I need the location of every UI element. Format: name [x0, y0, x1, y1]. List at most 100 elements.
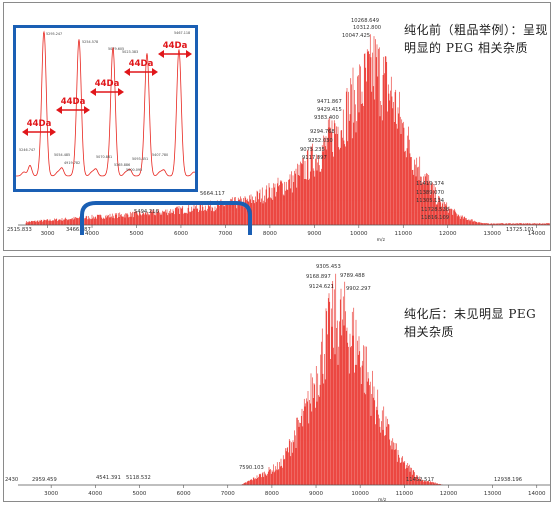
x-tick-label: 5000	[129, 231, 143, 237]
mass-shift-label: 44Da	[129, 59, 154, 69]
arrow-head-left	[158, 50, 164, 58]
peak-label: 10047.425	[342, 33, 370, 39]
x-tick-label: 11000	[395, 231, 413, 237]
peak-label: 9168.897	[306, 274, 331, 280]
x-tick-label: 6000	[177, 491, 191, 497]
inset-peak-label: 5054.485	[54, 153, 70, 157]
x-tick-label: 4000	[88, 491, 102, 497]
peak-label: 11305.134	[416, 198, 445, 204]
arrow-head-left	[124, 68, 130, 76]
mass-shift-label: 44Da	[61, 97, 86, 107]
top-spectrum-panel: 3000 4000 5000 6000 7000 8000 9000 10000 11000 12…	[3, 2, 551, 251]
arrow-head-right	[84, 106, 90, 114]
inset-zoom-frame: 5295.247 5254.578 5079.605 5023.383 5467.118…	[13, 25, 198, 192]
x-tick-label: 10000	[350, 231, 368, 237]
arrow-head-right	[50, 128, 56, 136]
peak-label: 9252.030	[308, 138, 333, 144]
x-tick-label: 3000	[41, 231, 55, 237]
x-tick-label: 7000	[221, 491, 235, 497]
peak-label: 9075.235	[300, 147, 325, 153]
mass-shift-arrow	[90, 88, 124, 96]
x-tick-label: 7000	[218, 231, 232, 237]
arrow-head-left	[90, 88, 96, 96]
peak-label: 9902.297	[346, 286, 371, 292]
x-tick-label: 12000	[440, 491, 458, 497]
peak-label: 7590.103	[239, 465, 264, 471]
x-tick-label: 8000	[265, 491, 279, 497]
x-tick-label: 14000	[528, 231, 546, 237]
peak-label: 10312.800	[353, 25, 381, 31]
peak-label: 11728.538	[421, 207, 449, 213]
peak-label: 11816.109	[421, 215, 449, 221]
x-tick-label: 8000	[263, 231, 277, 237]
inset-peak-label: 5000.095	[126, 168, 142, 172]
peak-label: 5664.117	[200, 191, 225, 197]
x-tick-label: 13000	[484, 491, 502, 497]
bottom-spectrum-chart: 3000 4000 5000 6000 7000 8000 9000 10000 11000 12…	[5, 264, 550, 501]
inset-peak-label: 5295.247	[46, 32, 62, 36]
x-tick-label: 10000	[351, 491, 369, 497]
peak-label: 9124.621	[309, 284, 334, 290]
peak-label: 5494.216	[134, 209, 159, 215]
inset-spectrum-trace	[16, 30, 195, 177]
inset-peak-label: 5070.861	[96, 155, 112, 159]
peak-label: 2515.833	[7, 227, 32, 233]
mass-shift-label: 44Da	[95, 79, 120, 89]
inset-peak-label: 5365.886	[114, 163, 130, 167]
x-tick-label: 13000	[483, 231, 501, 237]
mass-shift-arrow	[56, 106, 90, 114]
x-tick-label: 9000	[307, 231, 321, 237]
peak-label: 9117.897	[302, 155, 327, 161]
arrow-head-left	[56, 106, 62, 114]
arrow-head-right	[118, 88, 124, 96]
x-tick-label: 6000	[174, 231, 188, 237]
inset-peak-label: 5093.451	[132, 157, 148, 161]
peak-label: 9429.415	[317, 107, 342, 113]
peak-label: 2430	[5, 477, 18, 483]
peak-label: 11432.517	[406, 477, 434, 483]
mass-shift-arrow	[22, 128, 56, 136]
x-tick-label: 11000	[396, 491, 414, 497]
inset-peak-label: 5079.605	[108, 47, 124, 51]
peak-label: 10268.649	[351, 18, 379, 24]
peak-label: 9789.488	[340, 273, 365, 279]
inset-peak-label: 5023.383	[122, 50, 138, 54]
top-annotation-text: 纯化前（粗品举例）：呈现明显的 PEG 相关杂质	[404, 23, 549, 55]
peak-label: 2959.459	[32, 477, 57, 483]
peak-label: 11389.070	[416, 190, 444, 196]
x-tick-label: 4000	[85, 231, 99, 237]
peak-label: 5118.532	[126, 475, 151, 481]
peak-label: 3466.587	[66, 227, 91, 233]
top-spectrum-chart: 3000 4000 5000 6000 7000 8000 9000 10000 11000 12…	[7, 18, 550, 243]
peak-label: 9294.768	[310, 129, 335, 135]
x-tick-label: 3000	[44, 491, 58, 497]
inset-peak-label: 5467.118	[174, 31, 190, 35]
peak-label: 13725.101	[506, 227, 534, 233]
x-tick-label: 12000	[439, 231, 457, 237]
peak-label: 9383.400	[314, 115, 339, 121]
bottom-spectrum-panel: 3000 4000 5000 6000 7000 8000 9000 10000 11000 12…	[3, 256, 551, 502]
inset-peak-label: 5254.578	[82, 40, 98, 44]
peak-label: 12938.196	[494, 477, 522, 483]
mass-shift-label: 44Da	[163, 41, 188, 51]
arrow-head-right	[186, 50, 192, 58]
arrow-head-right	[152, 68, 158, 76]
mass-shift-arrow	[124, 68, 158, 76]
mass-shift-label: 44Da	[27, 119, 52, 129]
bottom-annotation-text: 纯化后：未见明显 PEG 相关杂质	[404, 307, 537, 339]
mass-shift-arrow	[158, 50, 192, 58]
x-tick-label: 14000	[528, 491, 546, 497]
peak-label: 11419.374	[416, 181, 445, 187]
peak-label: 9471.867	[317, 99, 342, 105]
zoom-bracket	[80, 201, 252, 235]
peak-label: 9305.453	[316, 264, 341, 270]
inset-peak-label: 5407.780	[152, 153, 168, 157]
peak-label: 4541.391	[96, 475, 121, 481]
inset-peak-label: 4919.782	[64, 161, 80, 165]
x-axis-label: m/z	[377, 237, 386, 243]
x-tick-label: 9000	[309, 491, 323, 497]
inset-peak-label: 5246.747	[19, 148, 35, 152]
x-axis-label: m/z	[378, 497, 387, 501]
arrow-head-left	[22, 128, 28, 136]
